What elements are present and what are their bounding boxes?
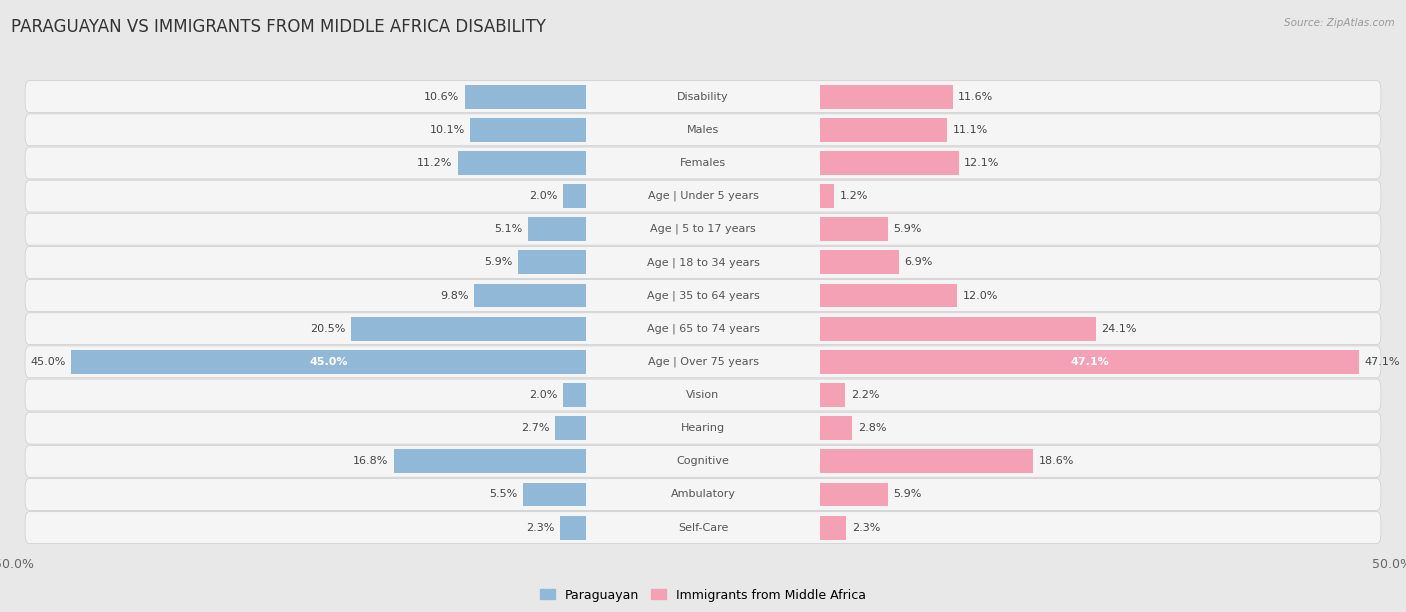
Text: 5.9%: 5.9% — [485, 258, 513, 267]
Text: 45.0%: 45.0% — [31, 357, 66, 367]
FancyBboxPatch shape — [25, 214, 1381, 245]
Text: Hearing: Hearing — [681, 423, 725, 433]
Bar — [820, 250, 898, 274]
Bar — [820, 516, 846, 540]
Text: Disability: Disability — [678, 92, 728, 102]
Bar — [820, 118, 948, 142]
Text: 2.3%: 2.3% — [852, 523, 880, 532]
Bar — [820, 283, 957, 307]
FancyBboxPatch shape — [25, 412, 1381, 444]
Bar — [820, 449, 1033, 473]
FancyBboxPatch shape — [25, 479, 1381, 510]
Text: 16.8%: 16.8% — [353, 457, 388, 466]
Text: 2.0%: 2.0% — [529, 390, 558, 400]
Bar — [820, 84, 953, 108]
FancyBboxPatch shape — [25, 147, 1381, 179]
Text: 2.0%: 2.0% — [529, 191, 558, 201]
Text: Vision: Vision — [686, 390, 720, 400]
Bar — [820, 317, 1095, 341]
Text: Males: Males — [688, 125, 718, 135]
Text: 12.1%: 12.1% — [965, 158, 1000, 168]
Bar — [72, 350, 586, 374]
Text: 47.1%: 47.1% — [1070, 357, 1109, 367]
FancyBboxPatch shape — [25, 114, 1381, 146]
FancyBboxPatch shape — [25, 247, 1381, 278]
Text: 24.1%: 24.1% — [1101, 324, 1136, 334]
Text: 20.5%: 20.5% — [311, 324, 346, 334]
Bar — [352, 317, 586, 341]
Text: 2.7%: 2.7% — [522, 423, 550, 433]
Text: 11.1%: 11.1% — [953, 125, 988, 135]
FancyBboxPatch shape — [25, 180, 1381, 212]
Text: 5.5%: 5.5% — [489, 490, 517, 499]
Text: 11.2%: 11.2% — [418, 158, 453, 168]
Text: 5.9%: 5.9% — [893, 490, 921, 499]
Text: 5.9%: 5.9% — [893, 224, 921, 234]
Text: 11.6%: 11.6% — [959, 92, 994, 102]
Text: 9.8%: 9.8% — [440, 291, 468, 300]
Text: 10.6%: 10.6% — [423, 92, 460, 102]
Bar — [820, 416, 852, 440]
Text: Age | 35 to 64 years: Age | 35 to 64 years — [647, 290, 759, 300]
Text: 2.8%: 2.8% — [858, 423, 886, 433]
Bar — [527, 217, 586, 241]
Bar — [471, 118, 586, 142]
Bar — [820, 151, 959, 175]
Bar — [562, 184, 586, 208]
Bar — [458, 151, 586, 175]
Text: 5.1%: 5.1% — [494, 224, 522, 234]
Text: 10.1%: 10.1% — [430, 125, 465, 135]
Text: Source: ZipAtlas.com: Source: ZipAtlas.com — [1284, 18, 1395, 28]
FancyBboxPatch shape — [25, 512, 1381, 543]
Text: 45.0%: 45.0% — [309, 357, 347, 367]
Bar — [820, 383, 845, 407]
Text: Females: Females — [681, 158, 725, 168]
Text: 2.2%: 2.2% — [851, 390, 879, 400]
Bar — [820, 184, 834, 208]
Text: PARAGUAYAN VS IMMIGRANTS FROM MIDDLE AFRICA DISABILITY: PARAGUAYAN VS IMMIGRANTS FROM MIDDLE AFR… — [11, 18, 547, 36]
Legend: Paraguayan, Immigrants from Middle Africa: Paraguayan, Immigrants from Middle Afric… — [534, 584, 872, 606]
Text: Ambulatory: Ambulatory — [671, 490, 735, 499]
Text: 18.6%: 18.6% — [1039, 457, 1074, 466]
FancyBboxPatch shape — [25, 81, 1381, 113]
FancyBboxPatch shape — [25, 446, 1381, 477]
Text: 1.2%: 1.2% — [839, 191, 868, 201]
Text: Age | 5 to 17 years: Age | 5 to 17 years — [650, 224, 756, 234]
Text: Age | Under 5 years: Age | Under 5 years — [648, 191, 758, 201]
Text: 2.3%: 2.3% — [526, 523, 554, 532]
Bar — [555, 416, 586, 440]
Bar — [519, 250, 586, 274]
Text: 12.0%: 12.0% — [963, 291, 998, 300]
Bar — [820, 482, 887, 506]
Text: 47.1%: 47.1% — [1364, 357, 1400, 367]
Text: Cognitive: Cognitive — [676, 457, 730, 466]
Bar — [394, 449, 586, 473]
FancyBboxPatch shape — [25, 379, 1381, 411]
Text: Self-Care: Self-Care — [678, 523, 728, 532]
FancyBboxPatch shape — [25, 346, 1381, 378]
Bar — [562, 383, 586, 407]
Bar — [474, 283, 586, 307]
Bar — [464, 84, 586, 108]
FancyBboxPatch shape — [25, 280, 1381, 312]
Bar — [820, 217, 887, 241]
Text: Age | 65 to 74 years: Age | 65 to 74 years — [647, 324, 759, 334]
Text: Age | Over 75 years: Age | Over 75 years — [648, 357, 758, 367]
Bar — [523, 482, 586, 506]
Text: 6.9%: 6.9% — [904, 258, 934, 267]
Text: Age | 18 to 34 years: Age | 18 to 34 years — [647, 257, 759, 267]
FancyBboxPatch shape — [25, 313, 1381, 345]
Bar — [820, 350, 1358, 374]
Bar — [560, 516, 586, 540]
